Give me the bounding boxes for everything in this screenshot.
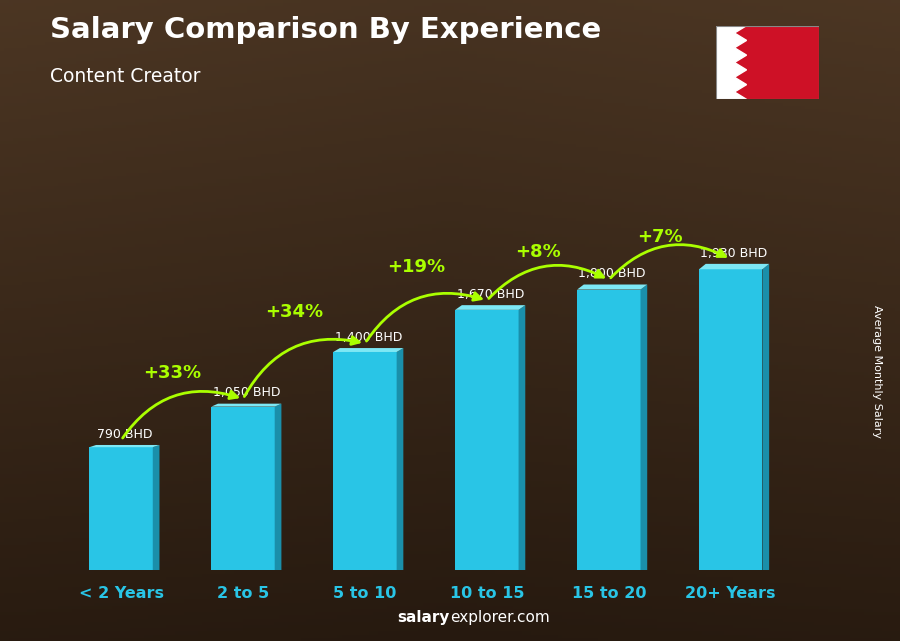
Text: +7%: +7%: [637, 228, 683, 246]
Polygon shape: [762, 264, 770, 570]
Text: explorer.com: explorer.com: [450, 610, 550, 625]
Text: 790 BHD: 790 BHD: [96, 428, 152, 440]
Bar: [699, 269, 762, 570]
Text: 1,400 BHD: 1,400 BHD: [335, 331, 402, 344]
Text: Average Monthly Salary: Average Monthly Salary: [872, 305, 883, 438]
Bar: [577, 290, 641, 570]
Text: Content Creator: Content Creator: [50, 67, 200, 87]
Polygon shape: [455, 305, 526, 310]
Polygon shape: [333, 348, 403, 352]
Polygon shape: [397, 348, 403, 570]
Text: +33%: +33%: [143, 363, 202, 381]
Polygon shape: [716, 26, 746, 99]
Text: +34%: +34%: [266, 303, 323, 320]
Polygon shape: [274, 404, 282, 570]
Text: +19%: +19%: [387, 258, 446, 276]
Polygon shape: [212, 404, 282, 406]
Text: 1,930 BHD: 1,930 BHD: [700, 247, 768, 260]
Bar: [212, 406, 274, 570]
Bar: [89, 447, 153, 570]
Bar: [333, 352, 397, 570]
Text: Salary Comparison By Experience: Salary Comparison By Experience: [50, 16, 601, 44]
Text: 1,050 BHD: 1,050 BHD: [212, 387, 280, 399]
Polygon shape: [641, 285, 647, 570]
Text: 1,800 BHD: 1,800 BHD: [579, 267, 646, 280]
Text: salary: salary: [398, 610, 450, 625]
Text: 1,670 BHD: 1,670 BHD: [456, 288, 524, 301]
Polygon shape: [153, 445, 159, 570]
Bar: [455, 310, 518, 570]
Polygon shape: [518, 305, 526, 570]
Text: +8%: +8%: [515, 244, 561, 262]
Polygon shape: [699, 264, 770, 269]
Polygon shape: [577, 285, 647, 290]
Polygon shape: [89, 445, 159, 447]
